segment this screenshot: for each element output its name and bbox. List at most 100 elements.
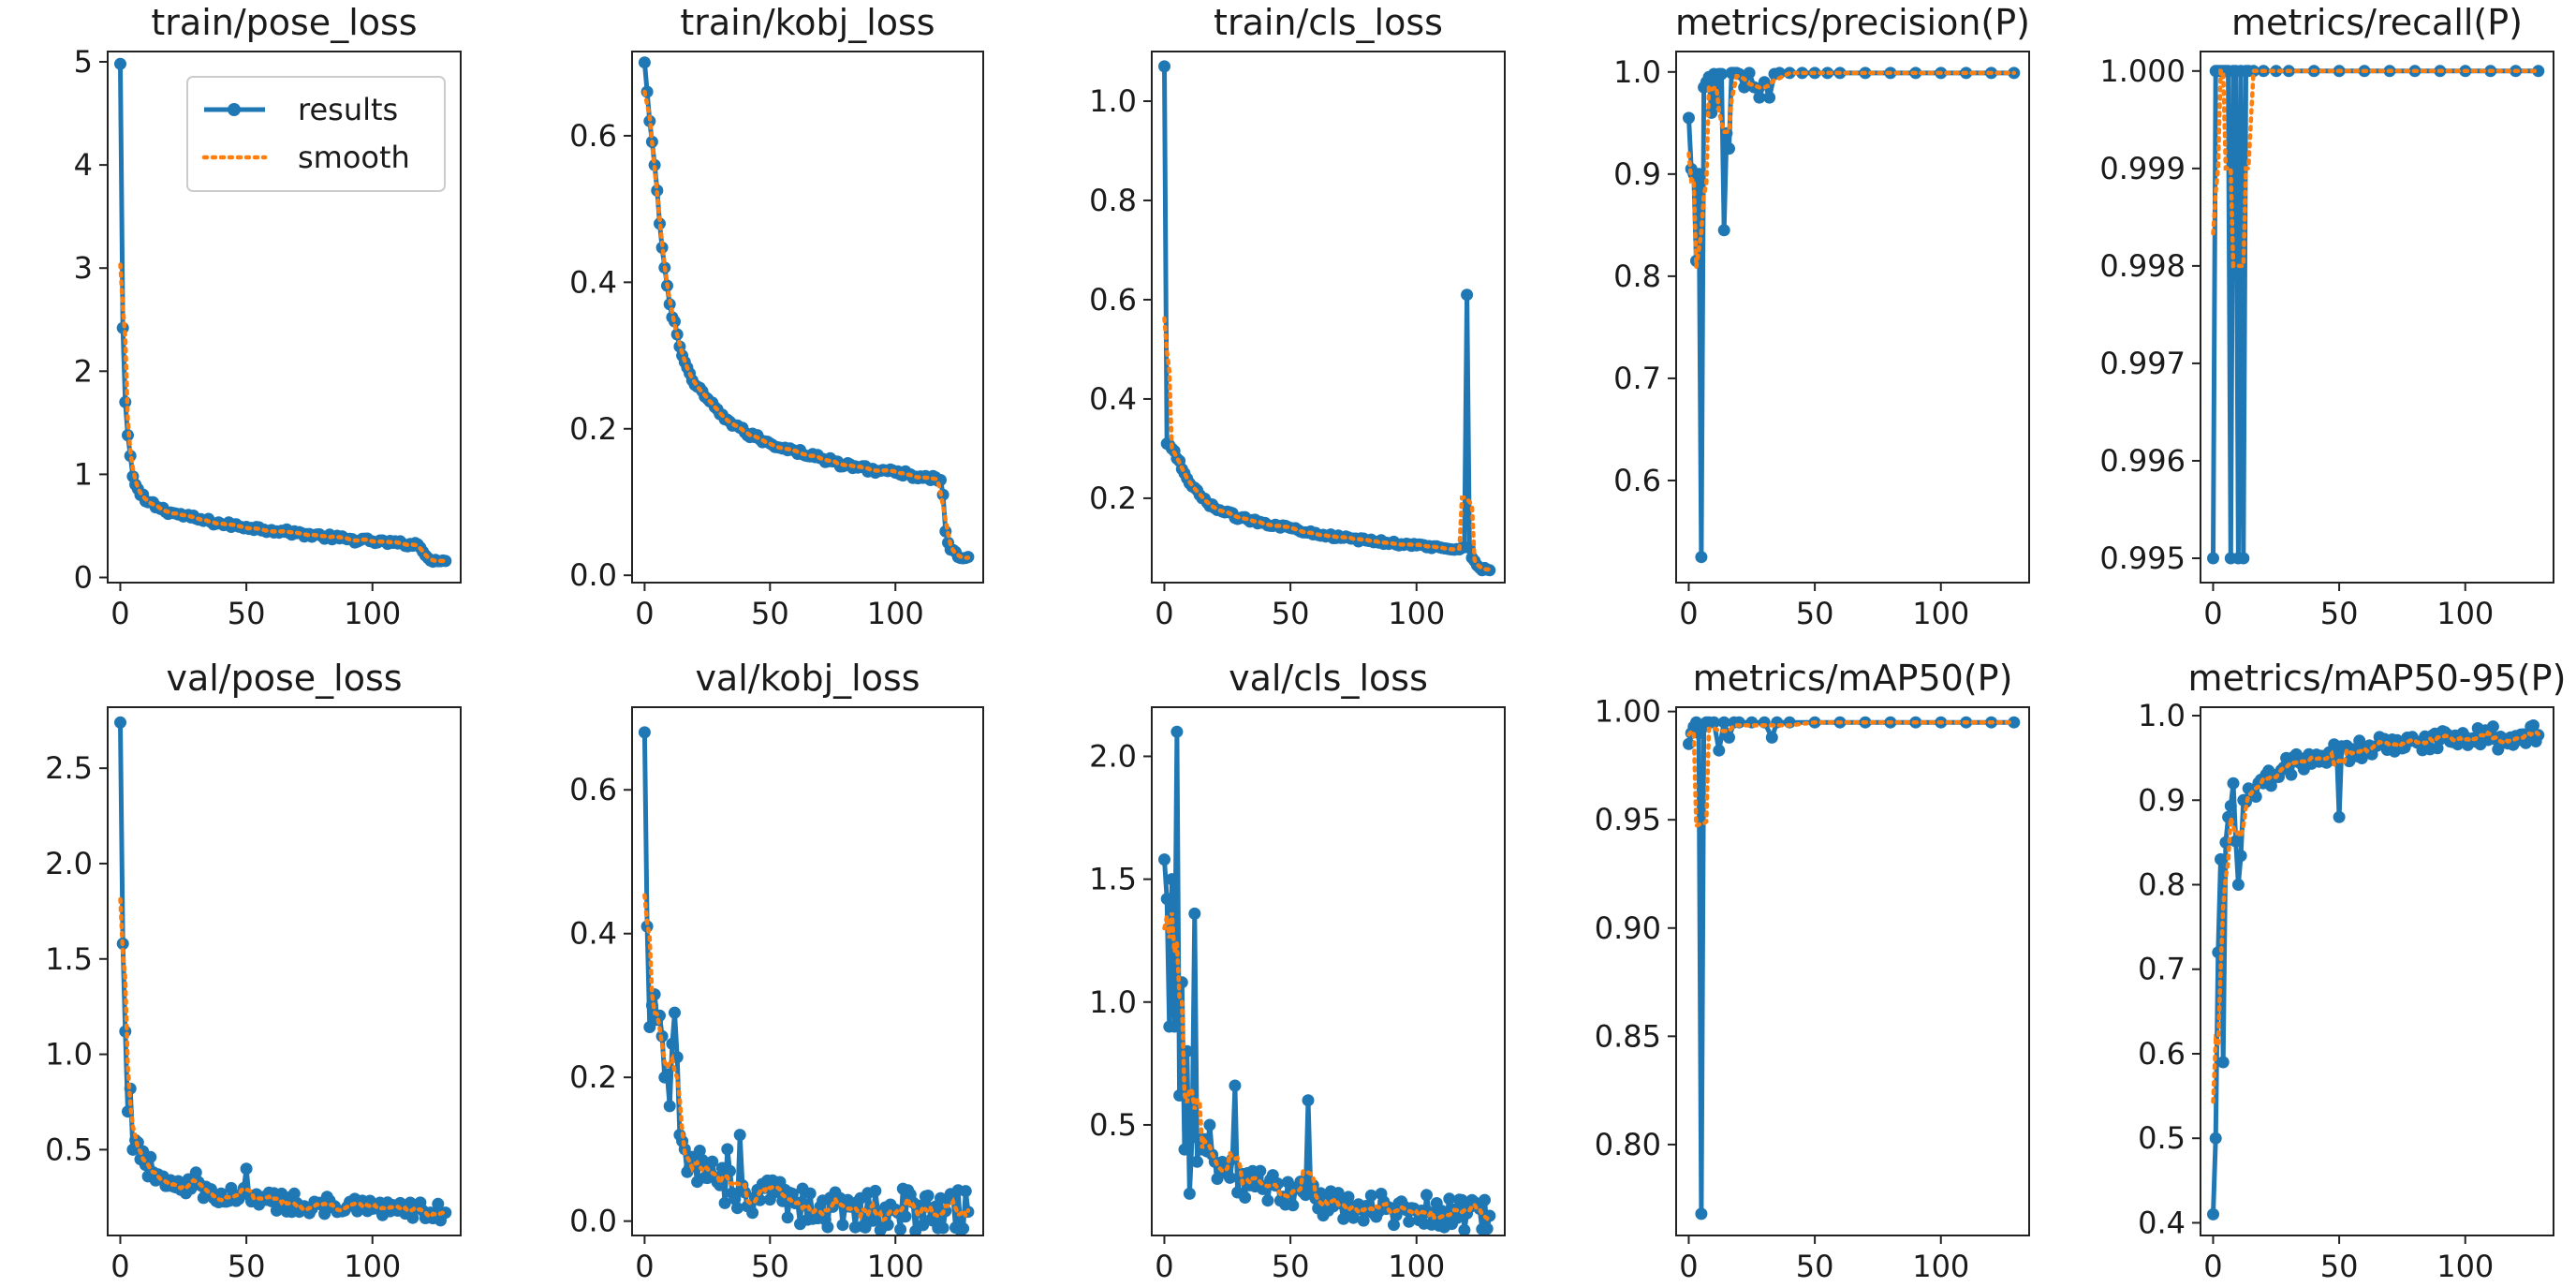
y-tick-label: 1.000 — [2099, 53, 2186, 89]
y-tick-label: 1.5 — [1089, 862, 1137, 897]
results-point — [869, 1184, 882, 1197]
y-tick-label: 0.998 — [2099, 248, 2186, 284]
results-point — [1254, 1164, 1267, 1177]
results-point — [957, 1222, 970, 1235]
panel-metrics-map50-p: metrics/mAP50(P) 0 50 100 0.80 0.85 0.90 0.95 1.… — [1595, 658, 2030, 1284]
results-series-line — [1162, 66, 1491, 573]
plot-area — [114, 716, 452, 1227]
results-point — [1765, 731, 1778, 744]
panel-title: train/kobj_loss — [680, 2, 935, 43]
x-tick-label: 50 — [228, 1249, 266, 1284]
results-point — [114, 57, 126, 70]
axes-frame — [631, 706, 984, 1236]
results-point — [643, 1021, 656, 1033]
y-tick-label: 0 — [74, 559, 93, 595]
y-tick-label: 1 — [74, 456, 93, 492]
results-point — [2285, 768, 2298, 781]
results-point — [144, 1150, 157, 1163]
results-point — [718, 1196, 731, 1209]
panel-val-kobj-loss: val/kobj_loss 0 50 100 0.0 0.2 0.4 0.6 — [569, 658, 984, 1284]
results-point — [714, 1178, 727, 1191]
x-tick-label: 0 — [110, 1249, 129, 1284]
results-point — [2231, 879, 2245, 891]
x-tick-label: 50 — [1272, 1249, 1310, 1284]
results-point — [1753, 91, 1766, 104]
y-tick-label: 0.2 — [1089, 481, 1137, 516]
plot-area — [1158, 725, 1496, 1235]
results-point — [2207, 1207, 2219, 1220]
x-tick-label: 100 — [1912, 1249, 1969, 1284]
results-point — [1160, 893, 1173, 906]
x-tick-label: 50 — [751, 1249, 789, 1284]
y-tick-label: 5 — [74, 44, 93, 80]
plot-area — [2207, 719, 2545, 1220]
smooth-series-line — [642, 893, 971, 1223]
y-tick-label: 0.8 — [1613, 259, 1661, 294]
results-point — [1302, 1094, 1315, 1107]
results-point — [1723, 731, 1735, 744]
results-point — [2216, 1056, 2230, 1069]
y-tick-label: 0.0 — [569, 557, 617, 593]
smooth-series-line — [118, 262, 449, 564]
results-point — [1695, 1207, 1708, 1220]
results-point — [706, 1155, 719, 1168]
results-point — [1717, 224, 1730, 237]
results-point — [114, 716, 126, 729]
x-tick-label: 0 — [635, 1249, 654, 1284]
results-point — [1191, 1155, 1203, 1168]
y-tick-label: 0.6 — [2138, 1036, 2186, 1072]
y-tick-label: 1.0 — [45, 1037, 93, 1072]
axes-frame — [1675, 706, 2030, 1236]
y-tick-label: 0.997 — [2099, 346, 2186, 381]
results-point — [1420, 1189, 1433, 1202]
results-point — [2532, 65, 2545, 78]
results-series-line — [118, 722, 447, 1223]
axes-frame — [2200, 51, 2554, 584]
y-tick-label: 0.999 — [2099, 151, 2186, 186]
y-tick-label: 0.8 — [1089, 183, 1137, 218]
panel-title: train/cls_loss — [1214, 2, 1443, 43]
smooth-series-line — [642, 89, 971, 560]
results-point — [2230, 835, 2243, 848]
panel-metrics-recall-p: metrics/recall(P) 0 50 100 0.995 0.996 0.997 0.… — [2099, 2, 2554, 631]
results-point — [959, 1185, 972, 1198]
results-point — [1461, 288, 1474, 302]
results-point — [746, 1206, 759, 1220]
results-point — [936, 1221, 949, 1235]
x-tick-label: 100 — [867, 596, 924, 631]
y-tick-label: 0.2 — [569, 1059, 617, 1095]
results-point — [2224, 799, 2237, 812]
results-point — [1713, 744, 1726, 757]
results-point — [1178, 1143, 1191, 1156]
results-point — [2209, 1132, 2222, 1145]
y-tick-label: 0.4 — [2138, 1205, 2186, 1240]
results-point — [1158, 60, 1170, 73]
results-point — [1173, 1089, 1186, 1102]
legend-results-label: results — [298, 92, 398, 127]
results-point — [821, 1220, 834, 1234]
panel-title: train/pose_loss — [151, 2, 417, 43]
y-tick-label: 0.9 — [2138, 782, 2186, 818]
results-point — [663, 1100, 676, 1113]
x-tick-label: 0 — [2203, 1249, 2222, 1284]
y-tick-label: 0.85 — [1595, 1018, 1661, 1054]
results-point — [1188, 907, 1201, 920]
y-tick-label: 0.4 — [569, 264, 617, 300]
x-tick-label: 100 — [344, 596, 401, 631]
results-point — [721, 1143, 734, 1156]
results-series-line — [2211, 723, 2541, 1215]
x-tick-label: 50 — [2320, 1249, 2359, 1284]
y-tick-label: 0.5 — [2138, 1120, 2186, 1156]
x-tick-label: 0 — [2203, 596, 2222, 631]
results-point — [189, 1166, 202, 1179]
y-tick-label: 1.0 — [2138, 698, 2186, 733]
x-tick-label: 0 — [1155, 1249, 1173, 1284]
results-point — [1183, 1187, 1196, 1200]
axes-frame — [107, 706, 462, 1236]
y-tick-label: 0.95 — [1595, 802, 1661, 837]
results-point — [2270, 65, 2283, 78]
panel-title: metrics/recall(P) — [2231, 2, 2523, 43]
results-point — [1683, 737, 1695, 750]
panel-title: val/cls_loss — [1229, 658, 1428, 699]
results-point — [406, 1211, 420, 1224]
